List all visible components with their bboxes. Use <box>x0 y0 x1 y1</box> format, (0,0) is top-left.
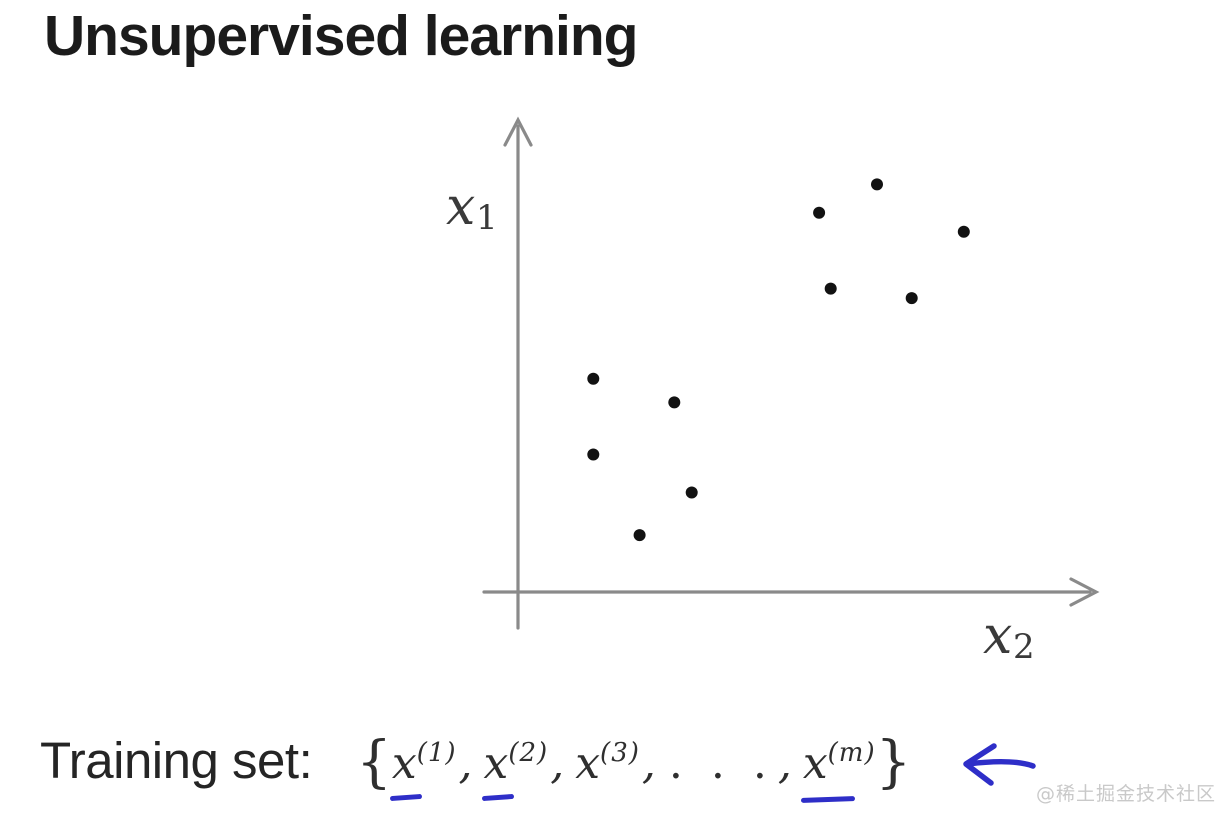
math-term-superscript: (1) <box>416 738 457 768</box>
math-term-base: x <box>575 738 601 789</box>
x-axis-arrowhead <box>1069 577 1100 607</box>
data-point <box>633 529 646 542</box>
y-axis-arrowhead <box>503 116 533 147</box>
data-point <box>587 372 600 385</box>
data-point <box>871 178 883 191</box>
arrow-shaft <box>965 758 1036 769</box>
math-term-superscript: (3) <box>600 738 640 768</box>
close-brace: } <box>875 730 912 795</box>
data-point <box>905 292 918 305</box>
data-point <box>587 448 600 461</box>
math-term-superscript: (m) <box>827 738 876 768</box>
separator: , <box>641 738 656 789</box>
math-term: x(3) <box>575 738 640 789</box>
training-set-expression: {x(1), x(2), x(3),. . ., x(m)} <box>356 730 912 804</box>
x-axis-label: x2 <box>983 610 1035 664</box>
math-term-base: x <box>483 738 509 789</box>
hand-drawn-left-arrow-icon <box>963 743 1036 786</box>
math-term-base: x <box>391 738 417 789</box>
scatter-points <box>587 178 970 542</box>
data-point <box>685 486 698 499</box>
arrow-head <box>963 743 997 786</box>
separator: , <box>458 738 473 789</box>
open-brace: { <box>356 730 392 795</box>
math-term-superscript: (2) <box>508 738 549 768</box>
y-axis-label-subscript: 1 <box>476 198 498 239</box>
data-point <box>824 282 837 295</box>
x-axis-label-subscript: 2 <box>1013 627 1035 668</box>
math-term: x(1) <box>389 738 457 802</box>
x-axis-label-base: x <box>983 606 1013 666</box>
ellipsis: . . . <box>668 738 774 789</box>
watermark: @稀土掘金技术社区 <box>1036 783 1217 805</box>
axes <box>482 116 1100 630</box>
y-axis-label: x1 <box>446 181 498 235</box>
y-axis-label-base: x <box>446 177 476 237</box>
slide-title: Unsupervised learning <box>44 4 639 68</box>
data-point <box>957 225 970 238</box>
math-term: x(2) <box>481 738 549 802</box>
separator: , <box>777 738 792 789</box>
math-term-base: x <box>802 738 828 789</box>
data-point <box>668 396 681 409</box>
separator: , <box>550 738 565 789</box>
training-set-label: Training set: <box>40 732 313 789</box>
data-point <box>813 206 826 219</box>
math-term: x(m) <box>800 738 876 804</box>
training-set-row: Training set: {x(1), x(2), x(3),. . ., x(m)… <box>40 730 912 804</box>
